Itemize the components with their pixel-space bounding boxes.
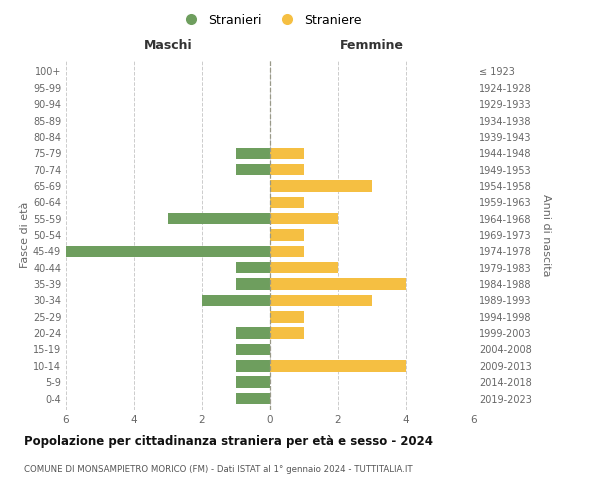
Y-axis label: Anni di nascita: Anni di nascita: [541, 194, 551, 276]
Bar: [270, 246, 304, 257]
Text: Femmine: Femmine: [340, 39, 404, 52]
Bar: [236, 376, 270, 388]
Bar: [236, 278, 270, 290]
Text: Popolazione per cittadinanza straniera per età e sesso - 2024: Popolazione per cittadinanza straniera p…: [24, 435, 433, 448]
Bar: [270, 164, 304, 175]
Bar: [270, 294, 372, 306]
Bar: [236, 148, 270, 159]
Legend: Stranieri, Straniere: Stranieri, Straniere: [173, 8, 367, 32]
Bar: [270, 180, 372, 192]
Bar: [236, 344, 270, 355]
Bar: [236, 164, 270, 175]
Y-axis label: Fasce di età: Fasce di età: [20, 202, 30, 268]
Bar: [202, 294, 270, 306]
Bar: [168, 213, 270, 224]
Bar: [270, 311, 304, 322]
Text: Maschi: Maschi: [143, 39, 193, 52]
Bar: [270, 278, 406, 290]
Bar: [270, 230, 304, 240]
Text: COMUNE DI MONSAMPIETRO MORICO (FM) - Dati ISTAT al 1° gennaio 2024 - TUTTITALIA.: COMUNE DI MONSAMPIETRO MORICO (FM) - Dat…: [24, 465, 413, 474]
Bar: [270, 196, 304, 208]
Bar: [270, 262, 338, 274]
Bar: [270, 328, 304, 339]
Bar: [270, 360, 406, 372]
Bar: [236, 393, 270, 404]
Bar: [270, 213, 338, 224]
Bar: [66, 246, 270, 257]
Bar: [236, 328, 270, 339]
Bar: [236, 262, 270, 274]
Bar: [270, 148, 304, 159]
Bar: [236, 360, 270, 372]
